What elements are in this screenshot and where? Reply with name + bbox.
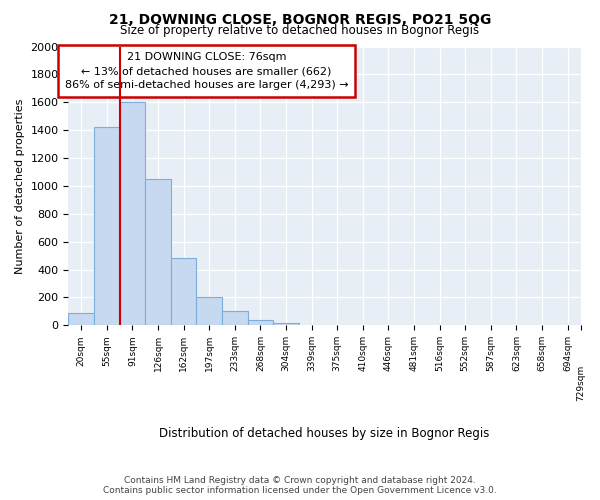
Text: 21, DOWNING CLOSE, BOGNOR REGIS, PO21 5QG: 21, DOWNING CLOSE, BOGNOR REGIS, PO21 5Q… <box>109 12 491 26</box>
Bar <box>273 322 299 326</box>
Text: Contains HM Land Registry data © Crown copyright and database right 2024.
Contai: Contains HM Land Registry data © Crown c… <box>103 476 497 495</box>
Bar <box>196 298 222 326</box>
Bar <box>94 128 119 326</box>
Bar <box>171 258 196 326</box>
Text: 21 DOWNING CLOSE: 76sqm
← 13% of detached houses are smaller (662)
86% of semi-d: 21 DOWNING CLOSE: 76sqm ← 13% of detache… <box>65 52 349 90</box>
Bar <box>222 310 248 326</box>
Bar <box>119 102 145 326</box>
Bar <box>68 314 94 326</box>
Text: Size of property relative to detached houses in Bognor Regis: Size of property relative to detached ho… <box>121 24 479 37</box>
X-axis label: Distribution of detached houses by size in Bognor Regis: Distribution of detached houses by size … <box>159 427 490 440</box>
Y-axis label: Number of detached properties: Number of detached properties <box>15 98 25 274</box>
Bar <box>145 179 171 326</box>
Bar <box>248 320 273 326</box>
